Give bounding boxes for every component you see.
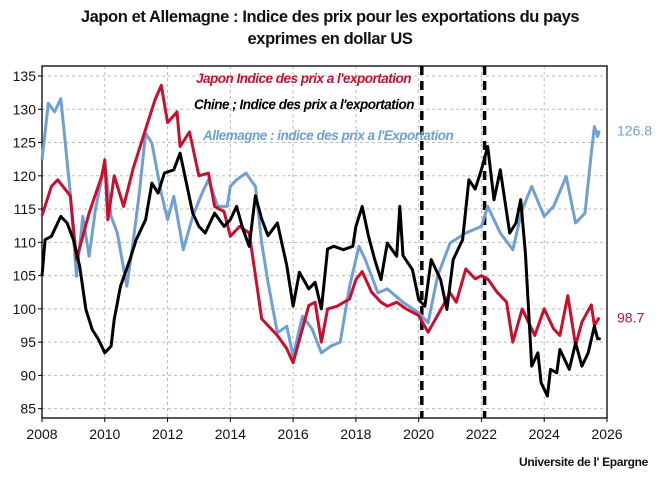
x-tick-label: 2024	[529, 426, 560, 442]
series-line-1	[40, 145, 601, 398]
legend-entry-0: Japon Indice des prix a l'exportation	[196, 71, 411, 86]
x-tick-label: 2022	[466, 426, 497, 442]
x-tick-label: 2008	[26, 426, 57, 442]
y-tick-label: 115	[14, 201, 37, 217]
y-tick-label: 105	[13, 268, 37, 284]
x-tick-label: 2016	[278, 426, 309, 442]
series-line-0	[40, 83, 601, 365]
chart-title-line-1: Japon et Allemagne : Indice des prix pou…	[80, 8, 580, 26]
end-value-label-2: 126.8	[617, 123, 652, 139]
end-value-label-0: 98.7	[617, 310, 644, 326]
y-tick-label: 120	[13, 168, 37, 184]
y-tick-label: 135	[13, 68, 37, 84]
y-tick-label: 125	[13, 135, 37, 151]
x-tick-label: 2020	[403, 426, 434, 442]
y-tick-label: 90	[20, 367, 36, 383]
x-tick-label: 2010	[89, 426, 120, 442]
y-tick-label: 95	[20, 334, 36, 350]
legend-entry-2: Allemagne : indice des prix a l'Exportat…	[202, 128, 454, 143]
x-tick-label: 2018	[340, 426, 371, 442]
legend-entry-1: Chine ; Indice des prix a l'exportation	[194, 97, 414, 112]
chart-title-line-2: exprimes en dollar US	[247, 30, 413, 48]
x-tick-label: 2012	[152, 426, 183, 442]
chart-title: Japon et Allemagne : Indice des prix pou…	[0, 6, 660, 50]
source-credit: Universite de l' Epargne	[518, 455, 648, 469]
y-tick-label: 85	[20, 401, 36, 417]
x-tick-label: 2014	[215, 426, 246, 442]
y-tick-label: 110	[14, 234, 37, 250]
series-line-2	[40, 97, 601, 358]
plot-frame	[41, 65, 608, 419]
y-tick-label: 130	[13, 101, 37, 117]
x-tick-label: 2026	[591, 426, 622, 442]
y-tick-label: 100	[13, 301, 37, 317]
